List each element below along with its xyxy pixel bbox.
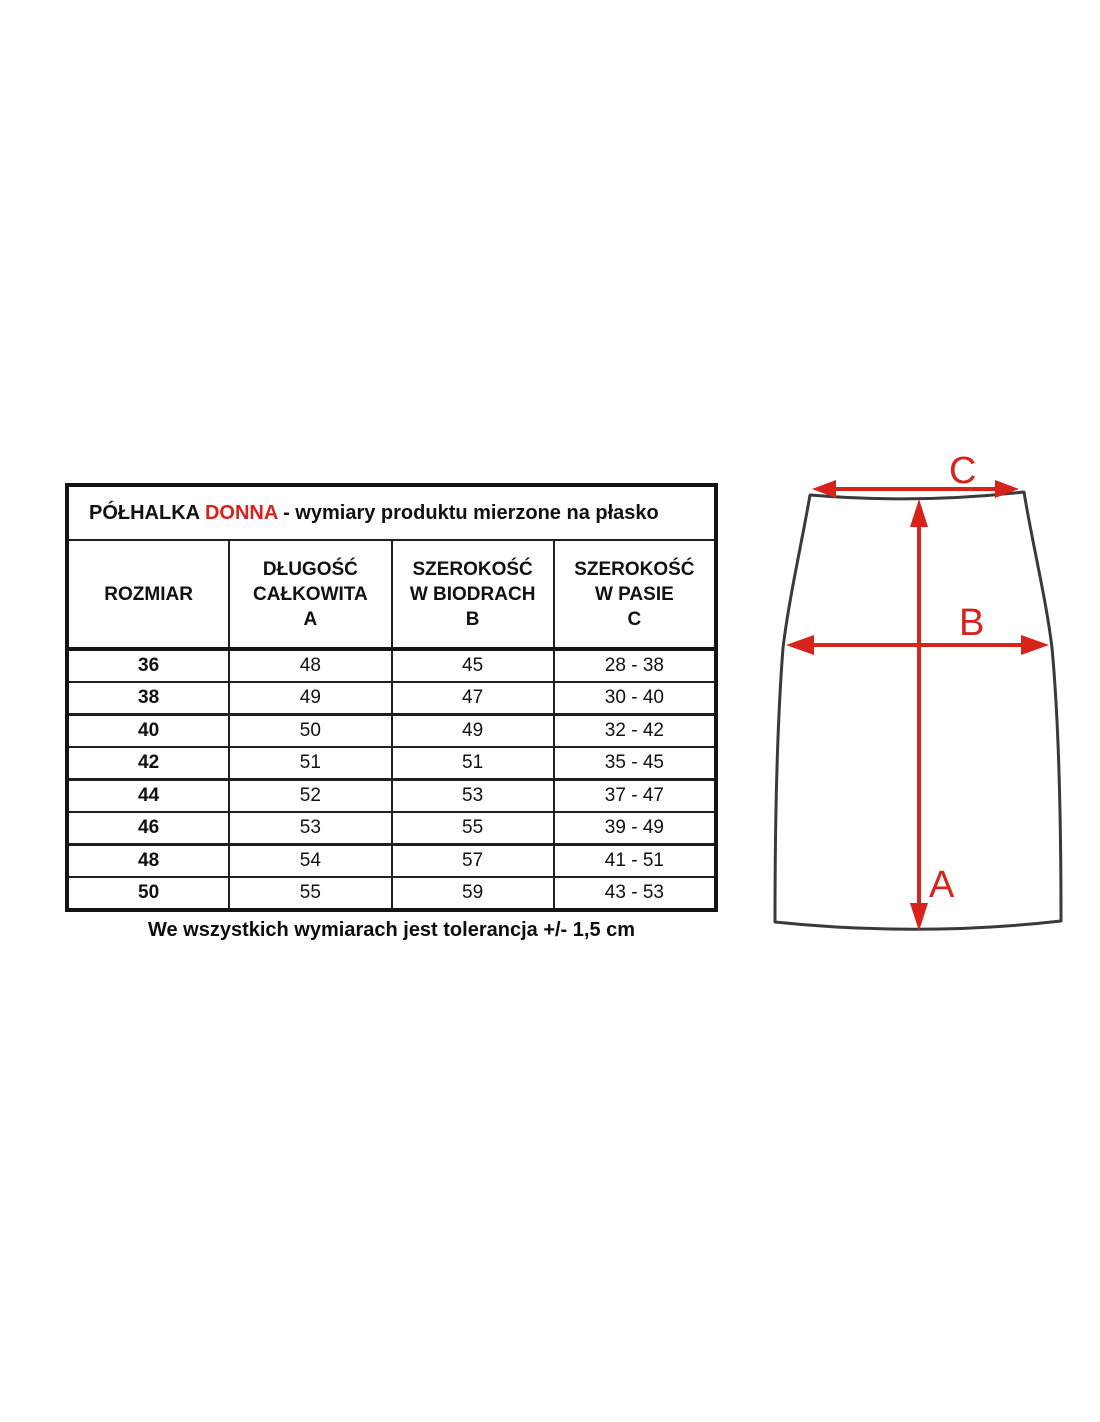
value-cell: 41 - 51 xyxy=(552,843,718,878)
arrow-c xyxy=(812,480,1019,498)
size-row: 48 54 57 41 - 51 xyxy=(65,843,718,878)
label-c: C xyxy=(949,450,976,492)
value-cell: 55 xyxy=(390,811,555,846)
value-cell: 54 xyxy=(228,843,393,878)
value-cell: 30 - 40 xyxy=(552,681,718,716)
value-cell: 48 xyxy=(228,648,393,683)
value-cell: 47 xyxy=(390,681,555,716)
size-cell: 48 xyxy=(65,843,231,878)
value-cell: 59 xyxy=(390,876,555,912)
size-cell: 36 xyxy=(65,648,231,683)
value-cell: 53 xyxy=(390,778,555,813)
value-cell: 55 xyxy=(228,876,393,912)
value-cell: 32 - 42 xyxy=(552,713,718,748)
size-cell: 46 xyxy=(65,811,231,846)
size-cell: 38 xyxy=(65,681,231,716)
size-row: 36 48 45 28 - 38 xyxy=(65,648,718,683)
label-b: B xyxy=(959,602,984,644)
column-header-1: DŁUGOŚĆ CAŁKOWITA A xyxy=(228,539,393,651)
value-cell: 39 - 49 xyxy=(552,811,718,846)
size-chart-table: PÓŁHALKA DONNA - wymiary produktu mierzo… xyxy=(65,483,718,912)
size-cell: 42 xyxy=(65,746,231,781)
size-row: 40 50 49 32 - 42 xyxy=(65,713,718,748)
product-name: DONNA xyxy=(204,501,278,524)
value-cell: 43 - 53 xyxy=(552,876,718,912)
value-cell: 53 xyxy=(228,811,393,846)
size-row: 46 53 55 39 - 49 xyxy=(65,811,718,846)
value-cell: 50 xyxy=(228,713,393,748)
size-row: 44 52 53 37 - 47 xyxy=(65,778,718,813)
size-cell: 50 xyxy=(65,876,231,912)
value-cell: 51 xyxy=(228,746,393,781)
size-cell: 40 xyxy=(65,713,231,748)
tolerance-note: We wszystkich wymiarach jest tolerancja … xyxy=(147,919,636,941)
table-title-row: PÓŁHALKA DONNA - wymiary produktu mierzo… xyxy=(66,484,717,541)
table-body: 36 48 45 28 - 38 38 49 47 30 - 40 40 50 49 32 - 42 4… xyxy=(65,648,718,912)
skirt-diagram: C B A xyxy=(773,450,1063,931)
arrow-a xyxy=(910,499,928,931)
value-cell: 37 - 47 xyxy=(552,778,718,813)
value-cell: 52 xyxy=(228,778,393,813)
value-cell: 28 - 38 xyxy=(552,648,718,683)
size-row: 42 51 51 35 - 45 xyxy=(65,746,718,781)
value-cell: 57 xyxy=(390,843,555,878)
table-header-row: ROZMIAR DŁUGOŚĆ CAŁKOWITA A SZEROKOŚĆ W BIODR… xyxy=(65,539,718,651)
column-header-0: ROZMIAR xyxy=(65,539,231,651)
table-title: PÓŁHALKA DONNA - wymiary produktu mierzo… xyxy=(66,484,717,541)
value-cell: 45 xyxy=(390,648,555,683)
size-row: 38 49 47 30 - 40 xyxy=(65,681,718,716)
value-cell: 49 xyxy=(228,681,393,716)
size-cell: 44 xyxy=(65,778,231,813)
size-chart: PÓŁHALKA DONNA - wymiary produktu mierzo… xyxy=(65,483,718,942)
label-a: A xyxy=(929,864,955,906)
size-row: 50 55 59 43 - 53 xyxy=(65,876,718,912)
value-cell: 51 xyxy=(390,746,555,781)
value-cell: 35 - 45 xyxy=(552,746,718,781)
value-cell: 49 xyxy=(390,713,555,748)
column-header-2: SZEROKOŚĆ W BIODRACH B xyxy=(390,539,555,651)
column-header-3: SZEROKOŚĆ W PASIE C xyxy=(552,539,718,651)
product-type: PÓŁHALKA xyxy=(89,501,200,524)
title-suffix: - wymiary produktu mierzone na płasko xyxy=(283,501,659,524)
